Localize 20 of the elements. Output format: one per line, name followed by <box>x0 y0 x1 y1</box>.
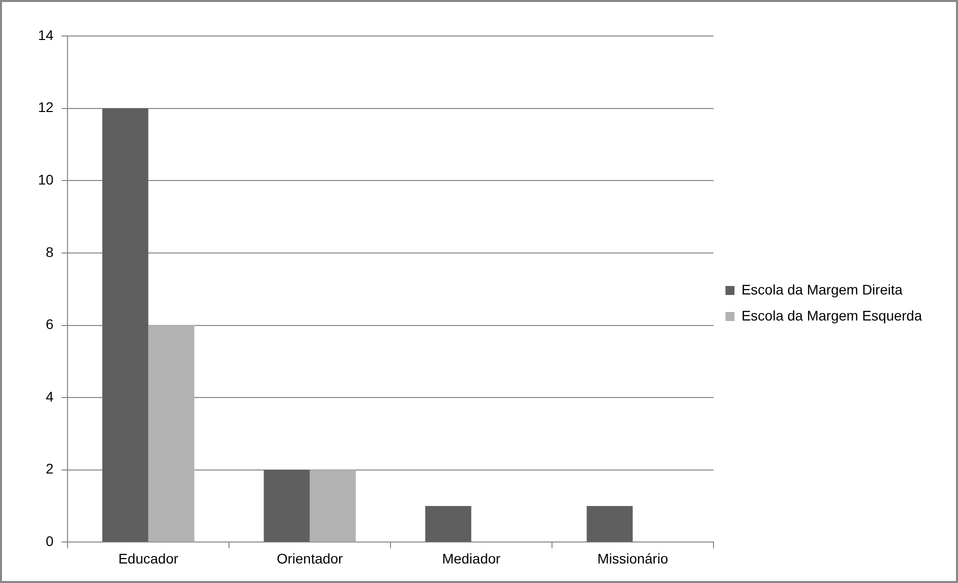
x-tick-label: Mediador <box>442 550 501 566</box>
y-tick-label: 6 <box>46 316 54 332</box>
legend-label: Escola da Margem Esquerda <box>741 307 922 324</box>
bar <box>148 325 194 542</box>
y-tick-label: 10 <box>38 171 54 188</box>
y-tick-label: 14 <box>38 26 54 43</box>
bar <box>425 506 472 542</box>
bar <box>310 470 356 542</box>
bar <box>586 506 633 542</box>
bar <box>102 108 148 542</box>
y-tick-label: 4 <box>46 388 54 404</box>
y-tick-label: 12 <box>38 99 54 116</box>
y-tick-label: 8 <box>46 244 54 260</box>
x-tick-label: Orientador <box>276 550 344 566</box>
bar <box>264 470 310 542</box>
x-tick-label: Educador <box>118 550 179 566</box>
y-tick-label: 2 <box>46 460 54 477</box>
legend-label: Escola da Margem Direita <box>741 281 903 298</box>
x-tick-label: Missionário <box>597 550 668 566</box>
y-tick-label: 0 <box>46 533 54 550</box>
